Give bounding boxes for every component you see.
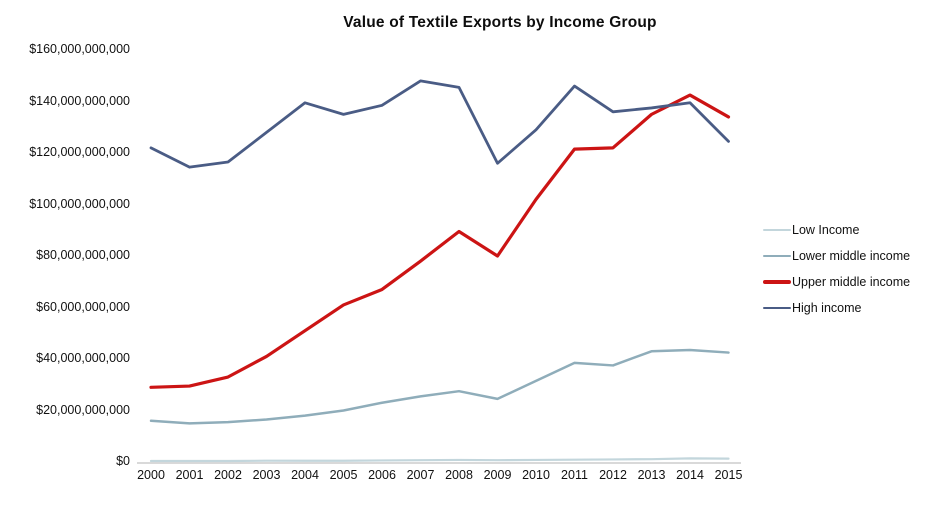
x-tick-label: 2015 [714,468,743,482]
legend-line-swatch [763,228,791,232]
x-tick-label: 2008 [445,468,473,482]
chart-title: Value of Textile Exports by Income Group [343,14,657,31]
series-line-high-income [149,79,730,169]
legend-line-swatch [763,306,791,310]
x-tick-label: 2005 [329,468,358,482]
y-tick-label: $0 [116,454,130,468]
x-tick-label: 2011 [561,468,588,482]
y-tick-label: $20,000,000,000 [36,402,130,417]
x-tick-label: 2001 [175,468,204,482]
legend-label: Low Income [792,223,860,237]
x-axis-line [137,462,741,464]
legend-label: High income [792,301,862,315]
legend-line-swatch [763,280,791,284]
x-tick-label: 2014 [676,468,704,482]
y-tick-label: $100,000,000,000 [29,196,130,211]
x-tick-label: 2009 [483,468,512,482]
legend-item: Upper middle income [763,269,910,295]
legend-label: Lower middle income [792,249,911,263]
x-tick-label: 2004 [291,468,319,482]
legend-label: Upper middle income [792,275,911,289]
x-tick-label: 2003 [252,468,281,482]
x-tick-label: 2007 [406,468,435,482]
legend-item: Low Income [763,217,910,243]
x-tick-label: 2010 [522,468,550,482]
legend-line-swatch [763,254,791,258]
y-tick-label: $80,000,000,000 [36,248,130,262]
legend: Low Income Lower middle income Upper middl… [763,217,910,321]
y-tick-label: $160,000,000,000 [29,42,130,56]
legend-item: Lower middle income [763,243,910,269]
series-line-lower-middle-income [149,348,730,425]
x-tick-label: 2002 [214,468,242,482]
legend-item: High income [763,295,910,321]
y-tick-label: $140,000,000,000 [29,93,130,108]
series-line-low-income [149,457,730,463]
x-tick-label: 2013 [637,468,666,482]
x-tick-label: 2012 [599,468,627,482]
y-tick-label: $60,000,000,000 [36,299,130,314]
y-tick-label: $120,000,000,000 [29,145,130,159]
x-tick-label: 2000 [137,468,165,482]
x-tick-label: 2006 [368,468,396,482]
series-line-upper-middle-income [149,93,731,389]
y-tick-label: $40,000,000,000 [36,351,130,365]
